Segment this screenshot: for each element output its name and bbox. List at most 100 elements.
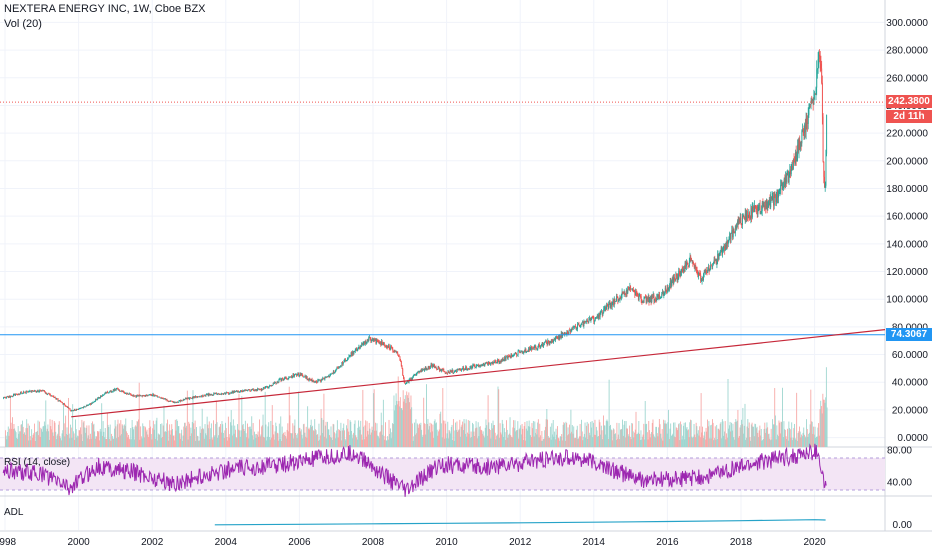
candle-body (662, 291, 664, 296)
volume-bar (781, 422, 783, 447)
volume-bar (261, 426, 263, 447)
volume-bar (567, 427, 569, 447)
volume-bar (19, 431, 21, 447)
candle-body (139, 395, 141, 397)
candle-body (304, 375, 306, 377)
candle-body (237, 391, 239, 393)
volume-bar (409, 409, 411, 447)
candle-body (136, 395, 138, 397)
volume-bar (72, 431, 74, 447)
candle-body (250, 390, 252, 392)
candle-body (246, 389, 248, 391)
volume-bar (607, 421, 609, 447)
volume-bar (516, 430, 518, 447)
volume-bar (605, 434, 607, 447)
candle-body (714, 259, 716, 261)
volume-bar (400, 408, 402, 447)
volume-bar (377, 436, 379, 447)
candle-body (554, 339, 556, 341)
volume-bar (12, 428, 14, 447)
volume-bar (496, 434, 498, 447)
candle-body (83, 406, 85, 408)
candle-body (436, 367, 438, 370)
volume-bar (193, 423, 195, 447)
volume-bar (822, 393, 824, 447)
candle-body (388, 345, 390, 348)
volume-bar (173, 435, 175, 447)
volume-bar (653, 436, 655, 447)
volume-bar (571, 431, 573, 447)
volume-bar (337, 437, 339, 447)
volume-bar (549, 426, 551, 447)
volume-bar (807, 436, 809, 447)
candle-body (301, 373, 303, 376)
candle-body (75, 410, 77, 411)
candle-body (757, 206, 759, 215)
candle-body (559, 335, 561, 340)
candle-body (818, 54, 820, 60)
candle-body (782, 188, 784, 190)
candle-body (604, 306, 606, 309)
volume-bar (138, 382, 140, 447)
volume-bar (276, 432, 278, 447)
candle-body (242, 390, 244, 392)
candle-body (669, 285, 670, 288)
candle-body (693, 263, 695, 269)
volume-bar (687, 430, 689, 447)
volume-bar (446, 433, 448, 447)
candle-body (340, 365, 341, 367)
volume-bar (508, 433, 510, 447)
candle-body (329, 374, 331, 378)
candle-body (468, 368, 470, 370)
volume-bar (22, 426, 24, 447)
volume-bar (375, 422, 377, 447)
candle-body (453, 371, 455, 373)
candle-body (319, 380, 321, 381)
volume-bar (774, 415, 776, 447)
candle-body (794, 159, 796, 164)
volume-bar (196, 427, 197, 447)
volume-bar (803, 427, 805, 447)
candle-body (743, 215, 745, 219)
candle-body (418, 371, 420, 373)
volume-bar (772, 424, 774, 447)
candle-body (170, 400, 172, 402)
volume-bar (252, 423, 254, 447)
volume-bar (733, 437, 735, 447)
volume-bar (724, 421, 726, 447)
volume-bar (421, 436, 423, 447)
volume-bar (59, 436, 61, 447)
y-tick-label: 40.0000 (892, 378, 929, 389)
candle-body (35, 390, 36, 392)
volume-bar (486, 425, 488, 447)
candle-body (182, 400, 184, 402)
candle-body (398, 355, 400, 357)
candle-body (694, 265, 696, 269)
volume-bar (525, 428, 527, 447)
volume-bar (191, 433, 193, 447)
volume-bar (758, 430, 760, 447)
volume-bar (595, 426, 597, 447)
volume-bar (488, 422, 490, 447)
volume-bar (122, 425, 124, 447)
volume-bar (238, 393, 240, 447)
candle-body (38, 391, 40, 393)
candle-body (356, 348, 358, 352)
volume-bar (15, 432, 17, 447)
candle-body (450, 370, 452, 372)
candle-body (478, 365, 479, 367)
volume-bar (808, 433, 810, 447)
volume-bar (518, 429, 520, 447)
candle-body (323, 377, 324, 379)
candle-body (376, 339, 378, 341)
volume-bar (574, 437, 576, 447)
volume-bar (712, 422, 714, 447)
candle-body (30, 390, 31, 392)
volume-bar (202, 428, 204, 447)
candle-body (122, 390, 123, 392)
volume-bar (397, 376, 399, 447)
volume-bar (395, 393, 397, 447)
candle-body (553, 339, 555, 341)
